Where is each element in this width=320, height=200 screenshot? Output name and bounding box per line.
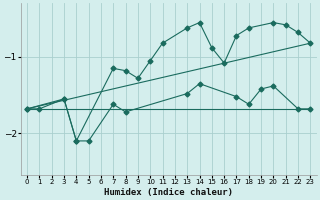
X-axis label: Humidex (Indice chaleur): Humidex (Indice chaleur) [104, 188, 233, 197]
